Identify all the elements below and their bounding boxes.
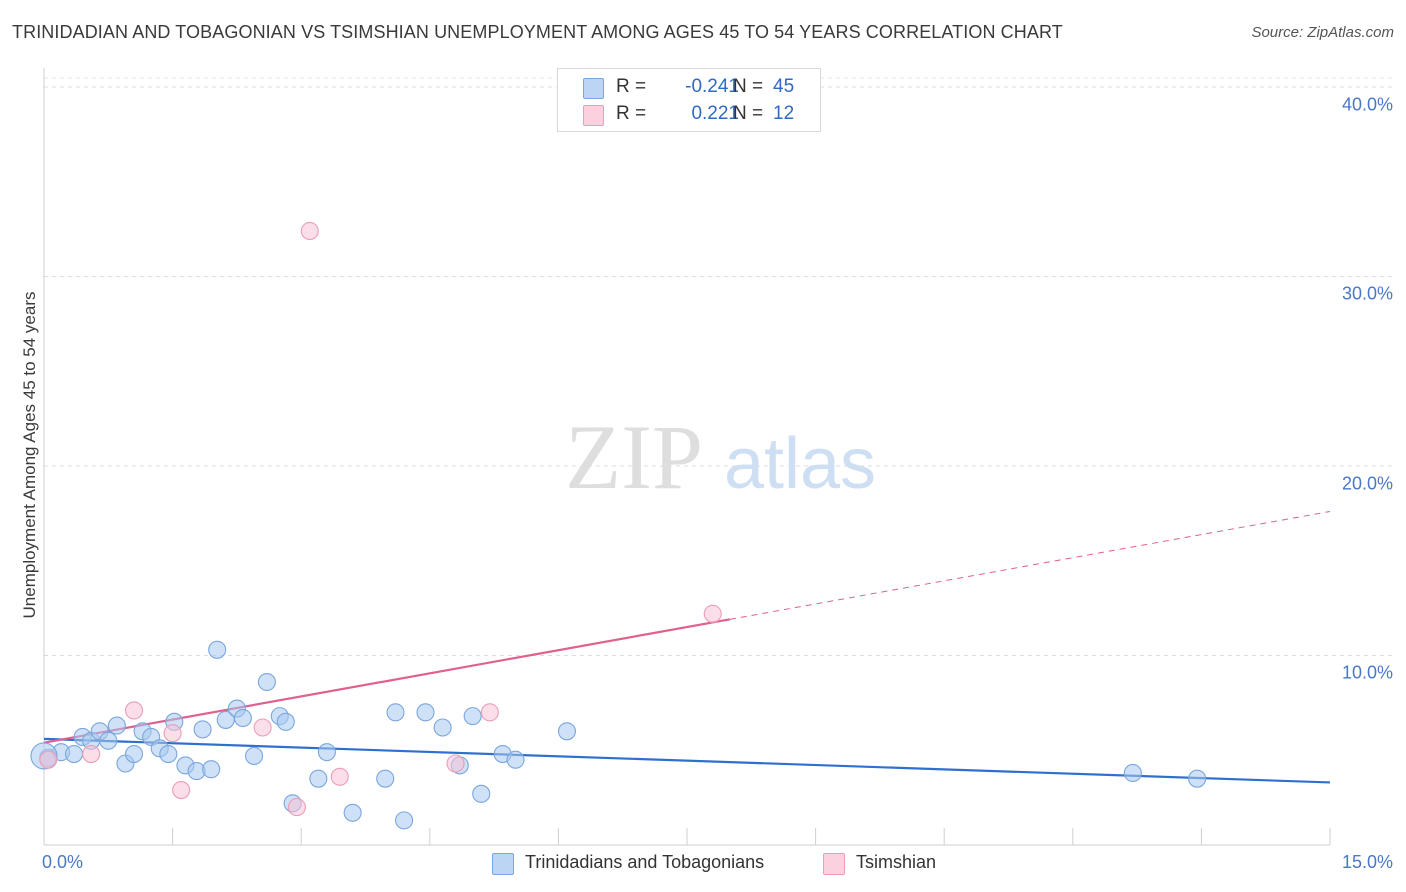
watermark: ZIP atlas <box>565 406 876 508</box>
point-trinidadian <box>416 703 435 722</box>
trend-line-dashed <box>729 510 1331 620</box>
point-trinidadian <box>343 803 362 822</box>
chart-title: TRINIDADIAN AND TOBAGONIAN VS TSIMSHIAN … <box>12 22 1063 42</box>
legend-swatch-trinidadian <box>492 853 514 875</box>
stats-r-label: R = <box>616 103 647 124</box>
chart-source: Source: ZipAtlas.com <box>1251 24 1394 41</box>
stats-swatch-tsimshian <box>583 105 604 126</box>
x-tick-label: 15.0% <box>1341 852 1393 872</box>
point-trinidadian <box>317 743 336 762</box>
point-trinidadian <box>506 750 525 769</box>
point-tsimshian <box>300 221 319 241</box>
point-trinidadian <box>124 744 144 764</box>
trend-line-solid <box>43 618 731 744</box>
grid-lines <box>44 77 1392 656</box>
point-trinidadian <box>386 703 405 722</box>
y-tick-label: 30.0% <box>1341 283 1393 304</box>
point-trinidadian <box>463 707 482 726</box>
point-trinidadian <box>433 718 452 737</box>
point-tsimshian <box>330 767 349 786</box>
point-trinidadian <box>208 640 227 659</box>
stats-n-value: 45 <box>773 76 795 97</box>
point-tsimshian <box>163 724 182 743</box>
point-trinidadian <box>472 784 491 803</box>
y-tick-label: 10.0% <box>1341 662 1393 683</box>
stats-n-label: N = <box>733 76 764 97</box>
legend-swatch-tsimshian <box>823 853 845 875</box>
point-trinidadian <box>99 731 118 750</box>
point-trinidadian <box>1123 763 1142 783</box>
legend-label: Trinidadians and Tobagonians <box>525 852 765 872</box>
correlation-stats-box: R = -0.241 N = 45 R = 0.221 N = 12 <box>557 68 821 132</box>
y-tick-label: 40.0% <box>1341 94 1393 115</box>
watermark-zip: ZIP <box>565 406 703 508</box>
stats-n-label: N = <box>733 103 764 124</box>
point-tsimshian <box>172 780 191 800</box>
point-tsimshian <box>82 744 101 764</box>
stats-r-value: 0.221 <box>691 103 739 124</box>
axes <box>43 68 1331 846</box>
point-trinidadian <box>233 708 252 728</box>
point-trinidadian <box>202 760 221 779</box>
point-tsimshian <box>287 798 306 817</box>
point-trinidadian <box>257 672 276 692</box>
point-trinidadian <box>64 744 84 764</box>
stats-n-value: 12 <box>773 103 795 124</box>
data-points <box>30 221 1207 830</box>
x-tick-label: 0.0% <box>42 852 84 872</box>
point-trinidadian <box>309 769 328 788</box>
point-trinidadian <box>376 769 395 788</box>
watermark-atlas: atlas <box>724 424 876 504</box>
trend-line-solid <box>43 737 1331 784</box>
point-tsimshian <box>39 750 58 769</box>
point-tsimshian <box>480 703 499 722</box>
trend-lines <box>43 510 1331 784</box>
stats-swatch-trinidadian <box>583 78 604 99</box>
stats-r-value: -0.241 <box>685 76 739 97</box>
point-trinidadian <box>244 746 264 765</box>
point-trinidadian <box>159 744 178 764</box>
point-trinidadian <box>557 722 577 741</box>
point-tsimshian <box>124 701 144 720</box>
stats-r-label: R = <box>616 76 647 97</box>
y-tick-label: 20.0% <box>1341 473 1393 494</box>
point-tsimshian <box>446 754 465 773</box>
point-trinidadian <box>107 716 126 735</box>
legend-label: Tsimshian <box>856 852 937 872</box>
point-tsimshian <box>703 604 722 623</box>
point-trinidadian <box>193 720 212 739</box>
point-trinidadian <box>276 712 295 731</box>
point-tsimshian <box>253 718 272 737</box>
point-trinidadian <box>395 811 414 830</box>
point-trinidadian <box>1188 769 1207 788</box>
